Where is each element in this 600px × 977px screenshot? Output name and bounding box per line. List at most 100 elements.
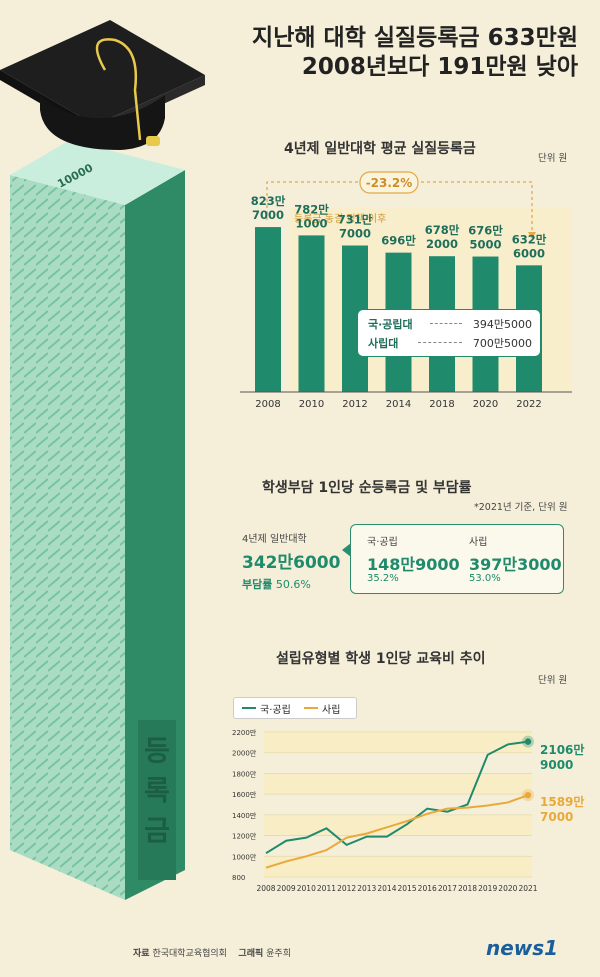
legend-private-label: 사립 <box>322 705 341 716</box>
breakdown-private-name: 사립대 <box>368 337 399 350</box>
bar-xtick-2018: 2018 <box>429 399 454 410</box>
bar-xtick-2020: 2020 <box>473 399 498 410</box>
bar-value-label-2008: 823만 <box>251 194 286 208</box>
breakdown-public-name: 국·공립대 <box>368 318 413 331</box>
change-badge <box>359 171 419 194</box>
line-xtick-2021: 2021 <box>518 884 537 893</box>
graduation-cap-icon <box>0 20 205 150</box>
headline-line2: 2008년보다 191만원 낮아 <box>301 54 578 80</box>
line-end-point-0 <box>524 738 532 745</box>
burden-rate-label: 부담률 <box>242 578 273 591</box>
line-ytick-0: 800 <box>232 874 245 882</box>
burden-private-rate: 53.0% <box>469 573 501 584</box>
line-end-point-1 <box>524 791 532 799</box>
bar-value-label-2018: 678만 <box>425 223 460 237</box>
bar-value-label-2010: 782만 <box>294 202 329 216</box>
bar-xtick-2014: 2014 <box>386 399 411 410</box>
line-xtick-2015: 2015 <box>398 884 417 893</box>
burden-title: 학생부담 1인당 순등록금 및 부담률 <box>262 480 472 496</box>
line-xtick-2017: 2017 <box>438 884 457 893</box>
end-label-public: 2106만 9000 <box>540 743 584 773</box>
line-xtick-2019: 2019 <box>478 884 497 893</box>
bar-chart: 등록금 동결 정책 이후 -23.2% 2008823만70002010782만… <box>240 171 572 410</box>
line-legend: 국·공립 사립 <box>233 697 357 719</box>
money-stack-illustration: 등 록 금 10000 <box>0 20 205 900</box>
breakdown-public-value: 394만5000 <box>472 318 532 331</box>
line-ytick-1: 1000만 <box>232 852 257 861</box>
source-name: 한국대학교육협의회 <box>152 949 227 959</box>
bar-value-label-2014: 696만 <box>381 234 416 248</box>
bar-value-label2-2008: 7000 <box>252 208 284 222</box>
bar-chart-title: 4년제 일반대학 평균 실질등록금 <box>284 141 476 157</box>
footer-credits: 자료 한국대학교육협의회 그래픽 윤주희 <box>133 946 291 959</box>
line-xtick-2012: 2012 <box>337 884 356 893</box>
burden-overall-label: 4년제 일반대학 <box>242 534 307 545</box>
line-xtick-2011: 2011 <box>317 884 336 893</box>
burden-compare-card: 국·공립 148만9000 35.2% 사립 397만3000 53.0% <box>342 524 564 594</box>
bar-value-label2-2012: 7000 <box>339 226 371 240</box>
line-ytick-4: 1600만 <box>232 790 257 799</box>
graphic-name: 윤주희 <box>266 949 291 959</box>
stack-label-char-2: 록 <box>144 774 170 807</box>
bar-value-label-2012: 731만 <box>338 212 373 226</box>
line-grid-band <box>264 856 532 877</box>
bar-2008 <box>255 227 281 392</box>
line-chart: 800 1000만 1200만 1400만 1600만 1800만 2000만 2200만 2… <box>232 728 538 893</box>
line-xtick-2008: 2008 <box>256 884 275 893</box>
bar-xtick-2022: 2022 <box>516 399 541 410</box>
line-xtick-2009: 2009 <box>277 884 296 893</box>
burden-public-rate: 35.2% <box>367 573 399 584</box>
burden-overall-rate: 50.6% <box>275 578 311 591</box>
line-ytick-2: 1200만 <box>232 832 257 841</box>
line-ytick-6: 2000만 <box>232 749 257 758</box>
legend-public-swatch <box>242 707 256 709</box>
line-grid-band <box>264 814 532 836</box>
legend-private-swatch <box>304 707 318 709</box>
burden-public-label: 국·공립 <box>367 537 398 548</box>
bar-value-label2-2010: 1000 <box>295 216 327 230</box>
line-series-private <box>265 794 529 869</box>
end-label-public-line2: 9000 <box>540 758 574 772</box>
news1-logo: news1 <box>486 936 559 960</box>
bar-xtick-2008: 2008 <box>255 399 280 410</box>
line-xtick-2020: 2020 <box>498 884 517 893</box>
line-grid-band <box>264 732 532 753</box>
stack-label-char-3: 금 <box>144 814 170 847</box>
line-grid-band <box>264 773 532 795</box>
line-chart-title: 설립유형별 학생 1인당 교육비 추이 <box>276 651 486 667</box>
end-label-public-line1: 2106만 <box>540 743 585 757</box>
burden-public-value: 148만9000 <box>367 555 460 574</box>
source-label: 자료 <box>133 949 150 959</box>
end-label-private-line2: 7000 <box>540 810 574 824</box>
bar-xtick-2012: 2012 <box>342 399 367 410</box>
freeze-label: 등록금 동결 정책 이후 <box>294 213 386 225</box>
graphic-label: 그래픽 <box>238 949 264 959</box>
burden-overall: 4년제 일반대학 342만6000 부담률 50.6% <box>242 530 340 592</box>
headline-line1: 지난해 대학 실질등록금 633만원 <box>252 25 578 51</box>
line-ytick-5: 1800만 <box>232 769 257 778</box>
bar-xtick-2010: 2010 <box>299 399 324 410</box>
headline: 지난해 대학 실질등록금 633만원 2008년보다 191만원 낮아 <box>252 24 578 82</box>
burden-private-value: 397만3000 <box>469 555 562 574</box>
bar-chart-unit: 단위 원 <box>538 153 568 164</box>
change-arrow-icon <box>528 232 536 239</box>
bar-value-label-2022: 632만 <box>512 232 547 246</box>
line-ytick-3: 1400만 <box>232 811 257 820</box>
breakdown-private-value: 700만5000 <box>472 337 532 350</box>
breakdown-card: 국·공립대 394만5000 사립대 700만5000 <box>357 309 541 357</box>
burden-note: *2021년 기준, 단위 원 <box>474 502 568 513</box>
end-label-private: 1589만 7000 <box>540 795 584 825</box>
line-ytick-7: 2200만 <box>232 728 257 737</box>
bar-value-label2-2022: 6000 <box>513 246 545 260</box>
change-badge-text: -23.2% <box>366 176 413 190</box>
line-xtick-2010: 2010 <box>297 884 316 893</box>
line-xtick-2016: 2016 <box>418 884 437 893</box>
line-xtick-2014: 2014 <box>377 884 396 893</box>
end-label-private-line1: 1589만 <box>540 795 585 809</box>
burden-overall-value: 342만6000 <box>242 553 341 573</box>
bar-value-label2-2018: 2000 <box>426 237 458 251</box>
callout-pointer <box>342 543 351 557</box>
line-series-public <box>265 740 529 855</box>
line-xtick-2018: 2018 <box>458 884 477 893</box>
burden-private-label: 사립 <box>469 537 488 548</box>
